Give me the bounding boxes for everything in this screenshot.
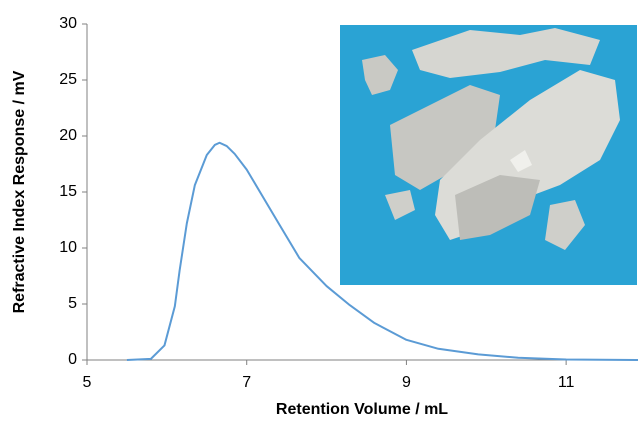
x-tick-label: 5	[83, 374, 92, 391]
chart: Retention Volume / mL Refractive Index R…	[0, 0, 638, 421]
y-tick-label: 0	[68, 351, 77, 368]
x-tick-label: 11	[558, 374, 575, 391]
y-tick-label: 25	[59, 71, 77, 88]
y-tick-label: 5	[68, 295, 77, 312]
y-axis-title: Refractive Index Response / mV	[11, 70, 28, 313]
y-tick-label: 15	[59, 183, 77, 200]
y-tick-label: 30	[59, 15, 77, 32]
x-tick-label: 9	[402, 374, 411, 391]
y-tick-label: 20	[59, 127, 77, 144]
inset-photo	[340, 25, 637, 285]
x-axis-title: Retention Volume / mL	[276, 401, 448, 418]
x-tick-label: 7	[242, 374, 251, 391]
y-tick-label: 10	[59, 239, 77, 256]
